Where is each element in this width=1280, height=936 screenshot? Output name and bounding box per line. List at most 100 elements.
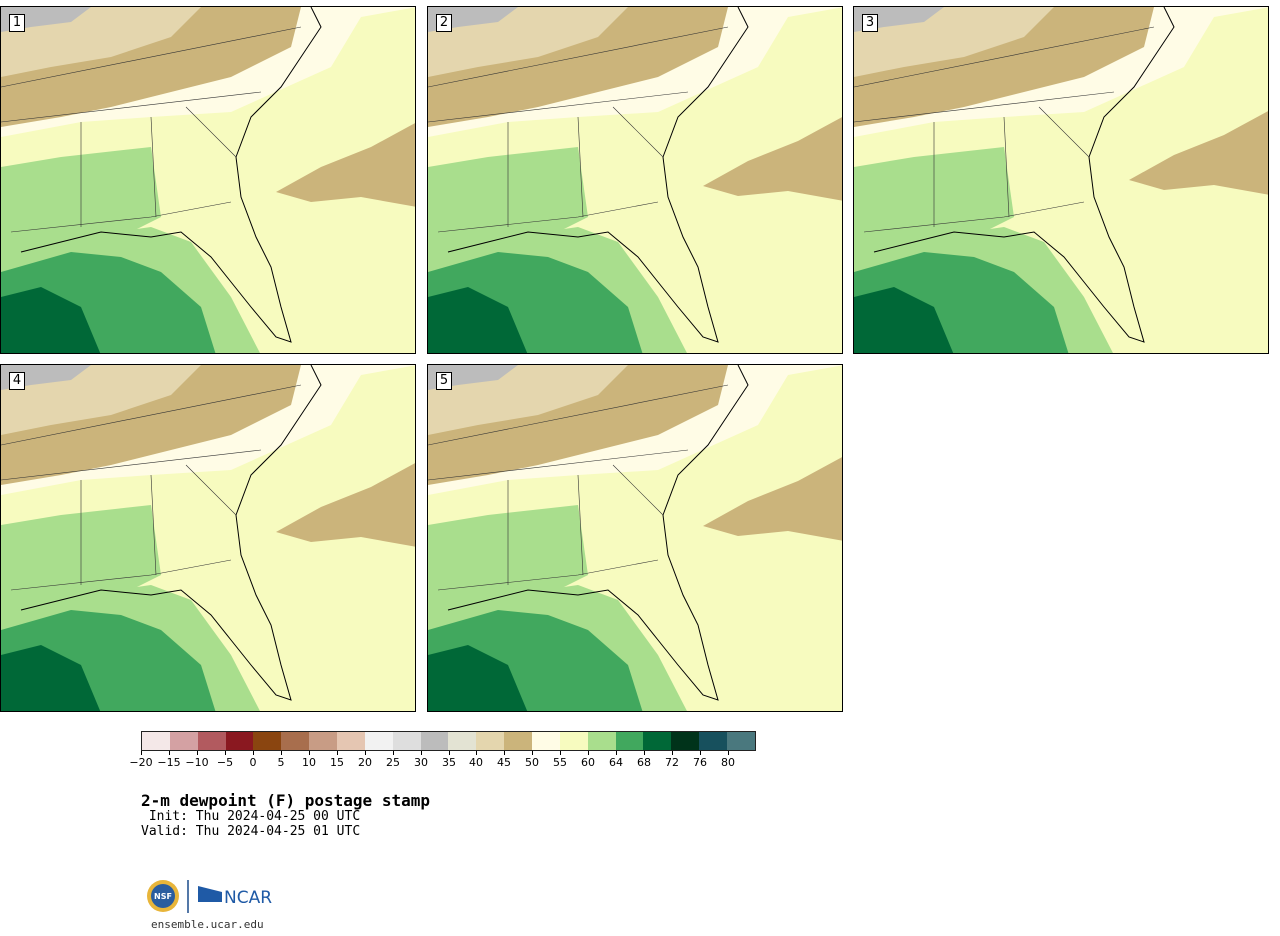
colorbar-tick-label: 60 — [581, 756, 595, 769]
state-boundaries — [428, 384, 729, 591]
colorbar-swatch — [727, 732, 755, 750]
coastline — [20, 7, 322, 343]
colorbar-tick — [449, 751, 450, 755]
colorbar-tick-label: 64 — [609, 756, 623, 769]
ncar-mark-icon — [198, 886, 222, 902]
atlantic-dry-region — [703, 117, 842, 201]
panel-number: 3 — [862, 14, 878, 32]
colorbar-swatch — [532, 732, 560, 750]
colorbar — [141, 731, 756, 751]
colorbar-ticks: −20 −15 −10 −5 0 5 10 15 20 25 30 35 40 45 50 55 60 64 68 7… — [129, 751, 756, 771]
colorbar-swatch — [671, 732, 700, 750]
ncar-text: NCAR — [224, 888, 272, 908]
colorbar-swatch — [587, 732, 616, 750]
colorbar-tick — [309, 751, 310, 755]
map-panel-2: 2 — [427, 6, 843, 354]
colorbar-tick — [560, 751, 561, 755]
colorbar-tick-label: 50 — [525, 756, 539, 769]
colorbar-tick — [393, 751, 394, 755]
state-boundaries — [1, 384, 302, 591]
colorbar-tick-label: 45 — [497, 756, 511, 769]
gulf-extreme-humid-region — [428, 645, 528, 711]
colorbar-tick — [728, 751, 729, 755]
colorbar-tick-label: 68 — [637, 756, 651, 769]
dewpoint-map — [854, 7, 1268, 353]
colorbar-tick — [281, 751, 282, 755]
nsf-text: NSF — [154, 892, 172, 901]
colorbar-swatch — [225, 732, 254, 750]
colorbar-swatch — [337, 732, 365, 750]
colorbar-swatch — [364, 732, 393, 750]
colorbar-swatch — [420, 732, 449, 750]
state-boundaries — [854, 26, 1155, 233]
atlantic-dry-region — [1129, 111, 1268, 195]
colorbar-tick-label: 80 — [721, 756, 735, 769]
gulf-extreme-humid-region — [854, 287, 954, 353]
coastline — [20, 365, 322, 701]
colorbar-swatch — [169, 732, 198, 750]
colorbar-tick — [197, 751, 198, 755]
colorbar-tick-label: 10 — [302, 756, 316, 769]
colorbar-swatch — [281, 732, 310, 750]
colorbar-tick — [532, 751, 533, 755]
map-panel-3: 3 — [853, 6, 1269, 354]
colorbar-tick-label: −10 — [185, 756, 209, 769]
chart-title: 2-m dewpoint (F) postage stamp — [141, 791, 430, 810]
coastline — [447, 7, 749, 343]
colorbar-tick-label: 20 — [358, 756, 372, 769]
dewpoint-map — [1, 365, 415, 711]
colorbar-tick — [476, 751, 477, 755]
dewpoint-map — [428, 365, 842, 711]
nsf-ncar-logo: NSF NCAR — [147, 880, 272, 913]
colorbar-tick — [421, 751, 422, 755]
colorbar-tick-label: 76 — [693, 756, 707, 769]
colorbar-tick-label: 35 — [442, 756, 456, 769]
gulf-extreme-humid-region — [1, 645, 101, 711]
colorbar-tick-label: 72 — [665, 756, 679, 769]
map-panel-1: 1 — [0, 6, 416, 354]
colorbar-tick-label: −5 — [216, 756, 234, 769]
colorbar-swatch — [309, 732, 338, 750]
colorbar-swatch — [392, 732, 421, 750]
colorbar-tick — [700, 751, 701, 755]
map-panel-4: 4 — [0, 364, 416, 712]
colorbar-tick-label: −15 — [157, 756, 181, 769]
panel-number: 5 — [436, 372, 452, 390]
colorbar-tick — [169, 751, 170, 755]
atlantic-dry-region — [703, 457, 842, 541]
panel-number: 1 — [9, 14, 25, 32]
colorbar-tick-label: 25 — [386, 756, 400, 769]
colorbar-tick-label: 0 — [249, 756, 257, 769]
init-time: Init: Thu 2024-04-25 00 UTC — [141, 809, 361, 824]
colorbar-swatch — [197, 732, 226, 750]
panel-number: 2 — [436, 14, 452, 32]
colorbar-tick — [644, 751, 645, 755]
colorbar-swatch — [142, 732, 170, 750]
dewpoint-map — [1, 7, 415, 353]
colorbar-tick-label: 15 — [330, 756, 344, 769]
coastline — [447, 365, 749, 701]
colorbar-tick — [141, 751, 142, 755]
colorbar-tick-label: 5 — [277, 756, 285, 769]
colorbar-tick-label: 40 — [469, 756, 483, 769]
colorbar-swatch — [699, 732, 728, 750]
colorbar-tick — [672, 751, 673, 755]
colorbar-tick — [616, 751, 617, 755]
colorbar-tick — [225, 751, 226, 755]
state-boundaries — [428, 26, 729, 233]
state-boundaries — [1, 26, 302, 233]
dewpoint-map — [428, 7, 842, 353]
colorbar-swatch — [448, 732, 477, 750]
colorbar-tick — [365, 751, 366, 755]
colorbar-swatch — [615, 732, 644, 750]
colorbar-tick-label: −20 — [129, 756, 153, 769]
colorbar-tick-label: 30 — [414, 756, 428, 769]
gulf-extreme-humid-region — [428, 287, 528, 353]
colorbar-tick — [253, 751, 254, 755]
colorbar-swatch — [643, 732, 672, 750]
map-panel-5: 5 — [427, 364, 843, 712]
colorbar-tick — [337, 751, 338, 755]
coastline — [873, 7, 1175, 343]
website-link[interactable]: ensemble.ucar.edu — [151, 918, 264, 931]
atlantic-dry-region — [276, 123, 415, 207]
